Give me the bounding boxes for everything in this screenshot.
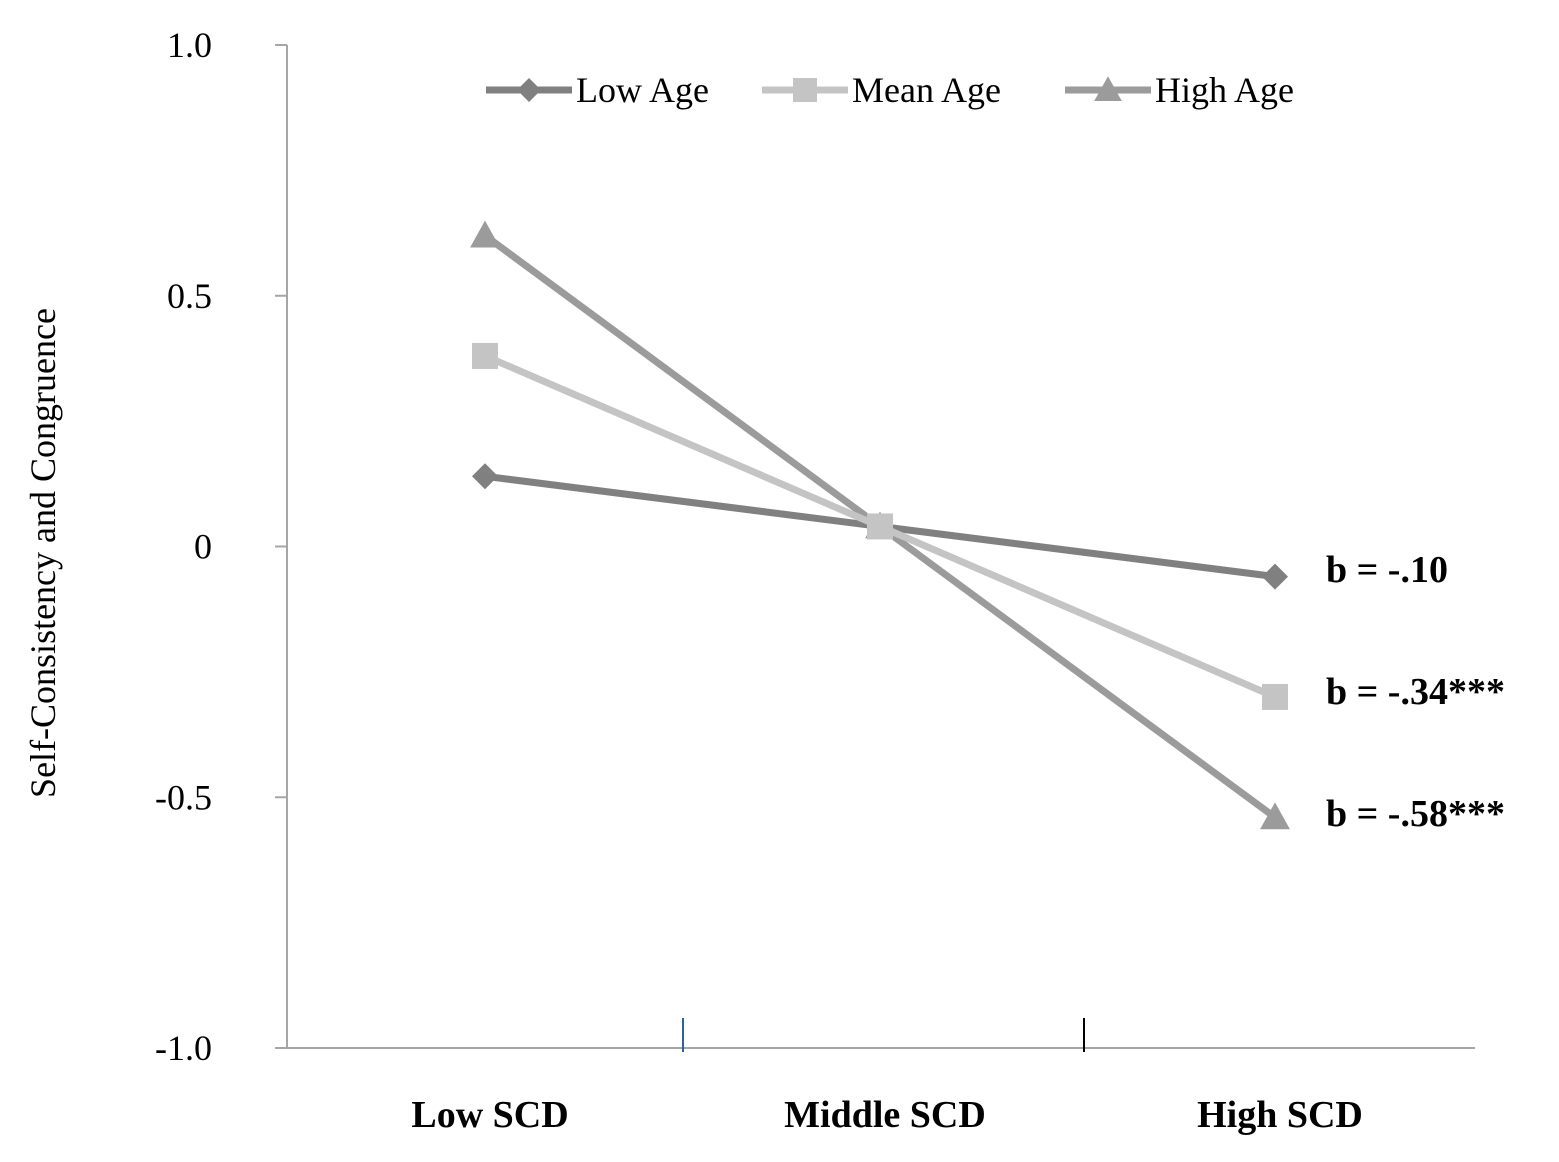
y-tick-label: 0 (194, 527, 212, 567)
slope-annotation-low-age: b = -.10 (1326, 549, 1448, 591)
series-mean-age (472, 342, 1288, 710)
x-category-label-middle-scd: Middle SCD (784, 1094, 986, 1136)
legend: Low Age Mean Age High Age (486, 70, 1294, 110)
data-point-mean-age-middle-scd (867, 513, 893, 540)
annotations: b = -.10 b = -.34*** b = -.58*** (1326, 549, 1505, 835)
y-tick-label: 0.5 (167, 276, 212, 316)
legend-item-low-age: Low Age (486, 70, 709, 110)
legend-marker-square (793, 78, 817, 102)
y-axis-label: Self-Consistency and Congruence (23, 308, 63, 798)
legend-item-mean-age: Mean Age (762, 70, 1001, 110)
legend-label-mean-age: Mean Age (852, 70, 1001, 110)
y-tick-label: -0.5 (155, 777, 212, 817)
legend-marker-triangle (1094, 76, 1122, 102)
series-group (470, 220, 1290, 830)
axes (286, 45, 1475, 1052)
x-category-label-low-scd: Low SCD (411, 1094, 568, 1136)
x-category-label-high-scd: High SCD (1197, 1094, 1363, 1136)
data-point-high-age-low-scd (470, 220, 500, 248)
legend-label-low-age: Low Age (576, 70, 709, 110)
legend-marker-diamond (517, 78, 541, 102)
legend-label-high-age: High Age (1155, 70, 1294, 110)
x-categories: Low SCD Middle SCD High SCD (411, 1094, 1363, 1136)
legend-item-high-age: High Age (1065, 70, 1294, 110)
slope-annotation-mean-age: b = -.34*** (1326, 671, 1505, 713)
y-tick-label: 1.0 (167, 25, 212, 65)
y-tick-label: -1.0 (155, 1028, 212, 1068)
data-point-mean-age-low-scd (472, 342, 498, 369)
data-point-low-age-high-scd (1262, 563, 1288, 590)
data-point-low-age-low-scd (472, 463, 498, 490)
y-ticks: 1.0 0.5 0 -0.5 -1.0 (155, 25, 287, 1068)
data-point-high-age-high-scd (1260, 802, 1290, 830)
slope-annotation-high-age: b = -.58*** (1326, 793, 1505, 835)
data-point-mean-age-high-scd (1262, 683, 1288, 710)
